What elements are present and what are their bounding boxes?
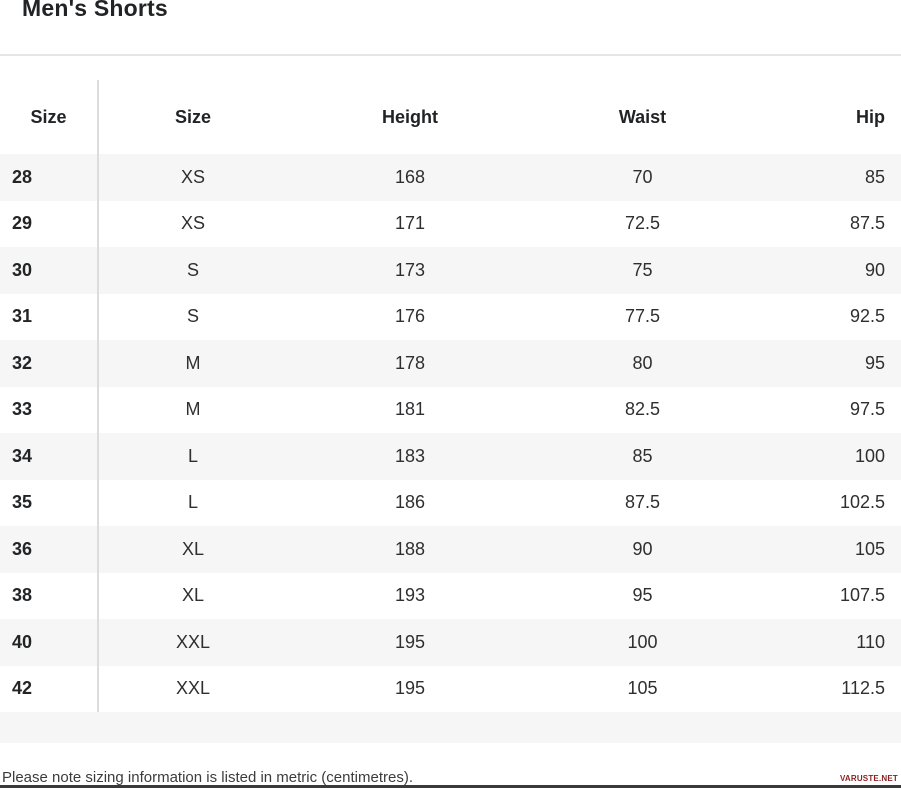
cell-hip: 90 [864, 259, 885, 280]
cell-size-letter: XS [180, 213, 205, 234]
table-row: 34 L 183 85 100 [0, 433, 901, 480]
table-row: 32 M 178 80 95 [0, 340, 901, 387]
page-title: Men's Shorts [22, 0, 168, 21]
cell-size-number: 28 [0, 154, 99, 201]
cell-height: 183 [394, 445, 426, 466]
cell-size-number: 31 [0, 293, 99, 340]
table-row: 33 M 181 82.5 97.5 [0, 386, 901, 433]
cell-size-letter: XL [181, 585, 205, 606]
cell-hip: 110 [856, 631, 885, 652]
cell-size-number: 35 [0, 479, 99, 526]
table-row: 35 L 186 87.5 102.5 [0, 479, 901, 526]
sizing-table: Size Size Height Waist Hip 28 XS 168 70 85 29… [0, 80, 901, 712]
cell-height: 188 [394, 538, 426, 559]
cell-waist: 77.5 [624, 306, 661, 327]
cell-waist: 80 [632, 352, 653, 373]
cell-height: 195 [394, 678, 426, 699]
cell-hip: 112.5 [841, 678, 885, 699]
cell-size-number: 33 [0, 386, 99, 433]
cell-size-letter: L [187, 492, 198, 513]
table-footer-strip [0, 712, 901, 743]
table-row: 38 XL 193 95 107.5 [0, 572, 901, 619]
cell-size-number: 29 [0, 200, 99, 247]
cell-waist: 95 [632, 585, 653, 606]
cell-hip: 107.5 [839, 585, 885, 606]
table-row: 42 XXL 195 105 112.5 [0, 665, 901, 712]
cell-waist: 87.5 [624, 492, 661, 513]
cell-hip: 100 [854, 445, 885, 466]
table-row: 40 XXL 195 100 110 [0, 619, 901, 666]
cell-waist: 70 [632, 166, 653, 187]
cell-height: 171 [394, 213, 426, 234]
title-divider [0, 54, 901, 56]
bottom-edge-bar [0, 785, 901, 788]
metric-footnote: Please note sizing information is listed… [2, 769, 413, 786]
column-header-hip: Hip [856, 106, 885, 127]
cell-height: 176 [394, 306, 426, 327]
column-header-size-number: Size [0, 80, 99, 154]
cell-size-letter: XL [181, 538, 205, 559]
cell-size-number: 36 [0, 526, 99, 573]
cell-waist: 100 [627, 631, 658, 652]
cell-size-letter: M [185, 352, 201, 373]
table-row: 30 S 173 75 90 [0, 247, 901, 294]
cell-size-number: 42 [0, 665, 99, 712]
cell-size-letter: XXL [175, 631, 211, 652]
cell-size-letter: S [186, 306, 199, 327]
column-header-height: Height [382, 106, 438, 127]
cell-waist: 75 [632, 259, 653, 280]
table-row: 31 S 176 77.5 92.5 [0, 293, 901, 340]
cell-hip: 102.5 [839, 492, 885, 513]
column-header-waist: Waist [618, 106, 667, 127]
cell-height: 193 [394, 585, 426, 606]
cell-height: 178 [394, 352, 426, 373]
cell-waist: 90 [632, 538, 653, 559]
cell-waist: 82.5 [624, 399, 661, 420]
table-row: 29 XS 171 72.5 87.5 [0, 200, 901, 247]
cell-hip: 92.5 [849, 306, 885, 327]
cell-hip: 105 [854, 538, 885, 559]
cell-hip: 85 [864, 166, 885, 187]
cell-height: 186 [394, 492, 426, 513]
cell-height: 173 [394, 259, 426, 280]
varuste-net-watermark: VARUSTE.NET [839, 774, 898, 783]
cell-waist: 85 [632, 445, 653, 466]
cell-size-letter: L [187, 445, 198, 466]
column-header-size-letter: Size [174, 106, 212, 127]
table-row: 36 XL 188 90 105 [0, 526, 901, 573]
cell-size-number: 34 [0, 433, 99, 480]
table-header-row: Size Size Height Waist Hip [0, 80, 901, 154]
cell-size-number: 40 [0, 619, 99, 666]
cell-size-number: 32 [0, 340, 99, 387]
cell-size-number: 30 [0, 247, 99, 294]
cell-hip: 95 [864, 352, 885, 373]
cell-hip: 97.5 [849, 399, 885, 420]
cell-height: 168 [394, 166, 426, 187]
table-row: 28 XS 168 70 85 [0, 154, 901, 201]
cell-waist: 72.5 [624, 213, 661, 234]
cell-hip: 87.5 [849, 213, 885, 234]
cell-waist: 105 [627, 678, 658, 699]
cell-height: 181 [394, 399, 426, 420]
cell-size-letter: XXL [175, 678, 211, 699]
cell-size-letter: S [186, 259, 199, 280]
cell-size-letter: XS [180, 166, 205, 187]
cell-height: 195 [394, 631, 426, 652]
cell-size-number: 38 [0, 572, 99, 619]
cell-size-letter: M [185, 399, 201, 420]
